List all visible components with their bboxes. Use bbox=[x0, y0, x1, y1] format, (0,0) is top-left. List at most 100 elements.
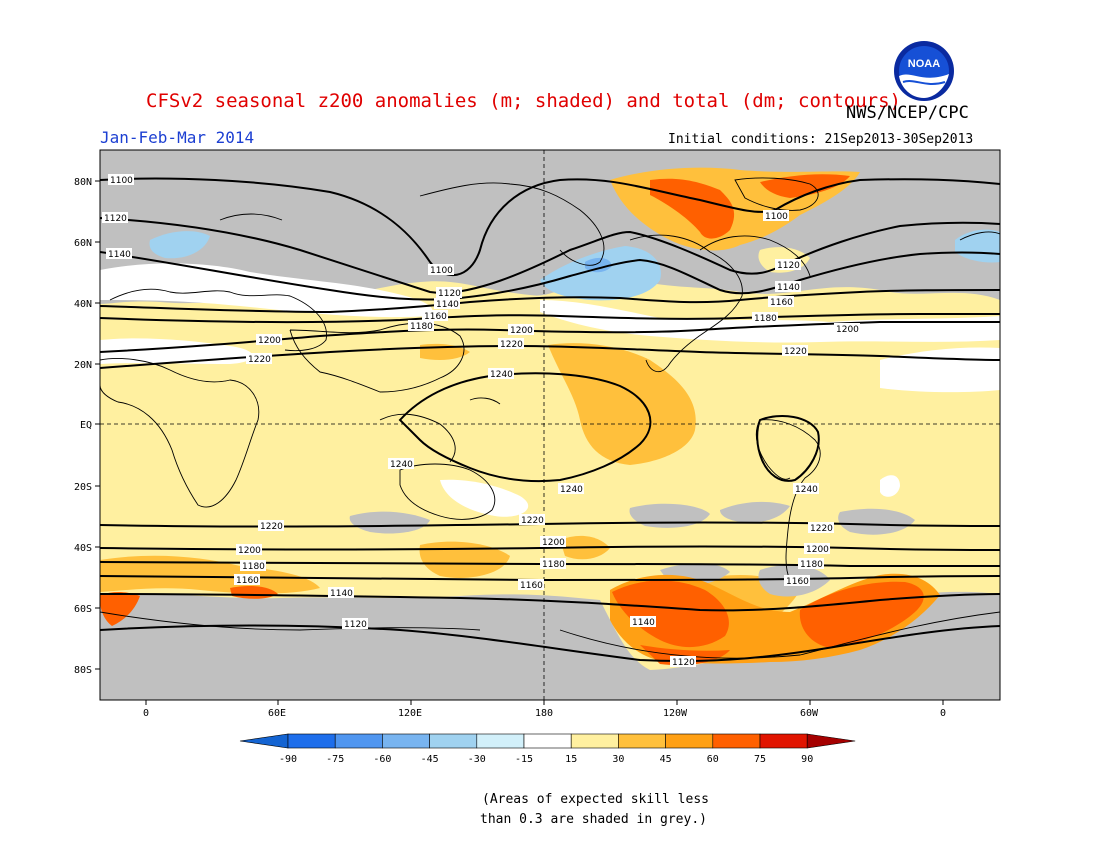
red-patch bbox=[100, 592, 140, 626]
contour-label: 1120 bbox=[672, 658, 695, 668]
colorbar-bin bbox=[476, 733, 525, 749]
contour-label: 1220 bbox=[784, 347, 807, 357]
colorbar-arrow-left bbox=[239, 733, 289, 749]
grey-skill-south bbox=[100, 591, 1000, 700]
contour-label: 1100 bbox=[110, 176, 133, 186]
contour-1220-line bbox=[100, 344, 1000, 369]
blue-patch bbox=[585, 257, 612, 273]
colorbar-tick-label: -90 bbox=[279, 754, 297, 765]
colorbar-bin bbox=[570, 733, 619, 749]
colorbar-tick-label: 45 bbox=[660, 754, 672, 765]
noaa-logo: NOAA bbox=[894, 41, 954, 101]
colorbar-tick-label: 30 bbox=[612, 754, 624, 765]
lon-label: 180 bbox=[535, 708, 553, 719]
contour-label: 1220 bbox=[248, 355, 271, 365]
initial-conditions: Initial conditions: 21Sep2013-30Sep2013 bbox=[668, 132, 974, 147]
contour-label: 1200 bbox=[258, 336, 281, 346]
contour-label: 1120 bbox=[104, 214, 127, 224]
lat-label: 60N bbox=[74, 238, 92, 249]
contour-label: 1180 bbox=[754, 314, 777, 324]
contour-label: 1180 bbox=[800, 560, 823, 570]
contour-label: 1100 bbox=[765, 212, 788, 222]
contour-1140-line bbox=[100, 593, 1000, 612]
contour-1160-line bbox=[100, 289, 1000, 314]
colorbar-tick-label: -60 bbox=[373, 754, 391, 765]
colorbar-bin bbox=[712, 733, 761, 749]
blue-patch bbox=[540, 246, 661, 301]
contour-label: 1200 bbox=[542, 538, 565, 548]
white-patch bbox=[100, 263, 433, 318]
grey-skill-patch bbox=[349, 511, 430, 534]
grey-skill-patch bbox=[720, 501, 790, 523]
contour-label: 1120 bbox=[344, 620, 367, 630]
contour-label: 1220 bbox=[260, 522, 283, 532]
white-patch bbox=[880, 475, 900, 497]
colorbar-bin bbox=[382, 733, 430, 749]
contour-labels: 1100 1120 1140 1100 1120 1140 1160 1180 … bbox=[102, 174, 860, 668]
contour-label: 1240 bbox=[560, 485, 583, 495]
blue-patch bbox=[149, 231, 210, 259]
logo-text: NOAA bbox=[908, 58, 940, 70]
contour-label: 1180 bbox=[410, 322, 433, 332]
colorbar-tick-label: 75 bbox=[754, 754, 766, 765]
deep-orange-patch bbox=[760, 174, 850, 198]
contour-label: 1140 bbox=[777, 283, 800, 293]
forecast-period: Jan-Feb-Mar 2014 bbox=[100, 128, 255, 147]
contour-label: 1200 bbox=[836, 325, 859, 335]
contour-label: 1240 bbox=[795, 485, 818, 495]
lat-label: 40S bbox=[74, 543, 92, 554]
blue-patch bbox=[955, 229, 1000, 263]
contour-label: 1180 bbox=[542, 560, 565, 570]
contour-label: 1160 bbox=[770, 298, 793, 308]
colorbar-tick-label: -15 bbox=[515, 754, 533, 765]
contour-1160-line bbox=[100, 575, 1000, 581]
lon-label: 60W bbox=[800, 708, 819, 719]
lon-label: 120W bbox=[663, 708, 688, 719]
colorbar-tick-label: -45 bbox=[421, 754, 439, 765]
orange-patch bbox=[548, 343, 696, 465]
contour-1120-line bbox=[100, 217, 1000, 294]
colorbar-bin bbox=[429, 733, 478, 749]
orange-patch bbox=[419, 541, 510, 578]
lon-label: 0 bbox=[143, 708, 149, 719]
lat-label: EQ bbox=[80, 420, 92, 431]
contour-label: 1140 bbox=[632, 618, 655, 628]
contour-1140-line bbox=[100, 251, 1000, 301]
lon-ticks bbox=[145, 700, 944, 705]
contour-label: 1120 bbox=[777, 261, 800, 271]
lat-label: 20S bbox=[74, 482, 92, 493]
colorbar-bin bbox=[618, 733, 666, 749]
skill-note-line1: (Areas of expected skill less bbox=[482, 792, 709, 807]
contour-label: 1200 bbox=[238, 546, 261, 556]
colorbar-tick-label: -75 bbox=[326, 754, 344, 765]
contour-label: 1140 bbox=[108, 250, 131, 260]
contour-label: 1160 bbox=[424, 312, 447, 322]
contour-label: 1120 bbox=[438, 289, 461, 299]
colorbar-tick-label: -30 bbox=[468, 754, 486, 765]
contour-label: 1100 bbox=[430, 266, 453, 276]
contour-label: 1220 bbox=[810, 524, 833, 534]
colorbar-tick-label: 15 bbox=[565, 754, 577, 765]
org-label: NWS/NCEP/CPC bbox=[846, 103, 969, 123]
colorbar-arrow-right bbox=[806, 733, 856, 749]
contour-1200-line bbox=[100, 545, 1000, 551]
lat-label: 80N bbox=[74, 177, 92, 188]
colorbar-tick-label: 90 bbox=[801, 754, 813, 765]
contour-1100-line bbox=[100, 177, 1000, 277]
map-title: CFSv2 seasonal z200 anomalies (m; shaded… bbox=[146, 90, 901, 112]
red-patch bbox=[612, 580, 729, 648]
contour-label: 1160 bbox=[520, 581, 543, 591]
contour-label: 1180 bbox=[242, 562, 265, 572]
colorbar-bin bbox=[523, 733, 572, 749]
grey-skill-patch bbox=[838, 508, 915, 535]
colorbar: -90 -75 -60 -45 -30 -15 15 30 45 60 75 90 bbox=[239, 733, 856, 765]
contour-label: 1200 bbox=[510, 326, 533, 336]
lon-label: 0 bbox=[940, 708, 946, 719]
lat-ticks bbox=[95, 180, 100, 670]
contour-1220-line bbox=[100, 521, 1000, 528]
orange-patch bbox=[100, 555, 320, 594]
contour-label: 1140 bbox=[436, 300, 459, 310]
contour-1120-line bbox=[100, 624, 1000, 663]
contour-1180-line bbox=[100, 561, 1000, 568]
